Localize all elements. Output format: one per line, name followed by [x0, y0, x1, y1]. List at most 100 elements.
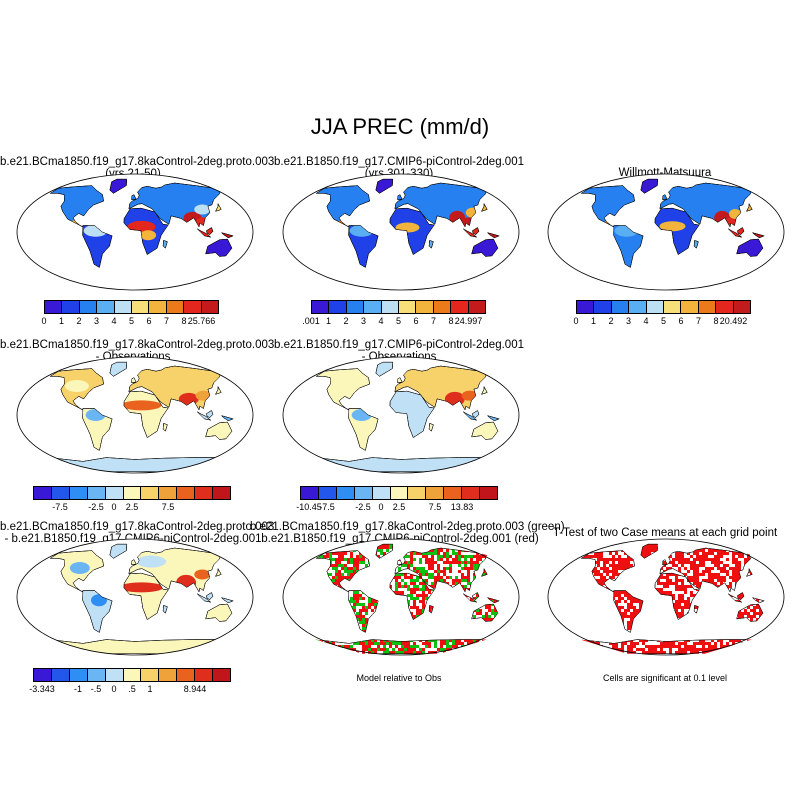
- grid-cell: [290, 540, 293, 543]
- grid-cell: [609, 654, 612, 657]
- grid-cell: [290, 630, 293, 633]
- colorbar-swatch: [390, 487, 409, 499]
- grid-cell: [732, 642, 735, 645]
- grid-cell: [627, 648, 630, 651]
- grid-cell: [717, 561, 720, 564]
- grid-cell: [591, 645, 594, 648]
- grid-cell: [296, 558, 299, 561]
- grid-cell: [464, 555, 467, 558]
- grid-cell: [582, 546, 585, 549]
- grid-cell: [741, 642, 744, 645]
- grid-cell: [570, 555, 573, 558]
- grid-cell: [413, 651, 416, 654]
- grid-cell: [669, 645, 672, 648]
- grid-cell: [512, 564, 515, 567]
- grid-cell: [567, 645, 570, 648]
- grid-cell: [678, 555, 681, 558]
- grid-cell: [458, 537, 461, 540]
- coastline: [394, 547, 488, 593]
- grid-cell: [720, 537, 723, 540]
- grid-cell: [606, 573, 609, 576]
- grid-cell: [558, 633, 561, 636]
- coastline: [348, 408, 379, 451]
- grid-cell: [485, 537, 488, 540]
- grid-cell: [612, 558, 615, 561]
- grid-cell: [287, 546, 290, 549]
- grid-cell: [564, 654, 567, 657]
- grid-cell: [413, 645, 416, 648]
- grid-cell: [558, 648, 561, 651]
- grid-cell: [287, 558, 290, 561]
- grid-cell: [552, 540, 555, 543]
- grid-cell: [651, 546, 654, 549]
- grid-cell: [696, 537, 699, 540]
- grid-cell: [570, 648, 573, 651]
- grid-cell: [570, 639, 573, 642]
- grid-cell: [738, 573, 741, 576]
- grid-cell: [359, 594, 362, 597]
- grid-cell: [515, 537, 518, 540]
- coastline: [206, 410, 214, 418]
- grid-cell: [515, 546, 518, 549]
- grid-cell: [353, 561, 356, 564]
- grid-cell: [329, 645, 332, 648]
- grid-cell: [476, 546, 479, 549]
- grid-cell: [461, 642, 464, 645]
- grid-cell: [356, 564, 359, 567]
- grid-cell: [461, 585, 464, 588]
- grid-cell: [503, 633, 506, 636]
- grid-cell: [284, 558, 287, 561]
- grid-cell: [518, 642, 521, 645]
- grid-cell: [338, 570, 341, 573]
- coastline: [128, 182, 222, 228]
- grid-cell: [723, 567, 726, 570]
- grid-cell: [284, 543, 287, 546]
- grid-cell: [281, 537, 284, 540]
- grid-cell: [509, 627, 512, 630]
- grid-cell: [290, 654, 293, 657]
- coastline: [206, 592, 214, 600]
- grid-cell: [470, 597, 473, 600]
- grid-cell: [317, 648, 320, 651]
- grid-cell: [630, 564, 633, 567]
- grid-cell: [308, 537, 311, 540]
- grid-cell: [422, 597, 425, 600]
- grid-cell: [449, 645, 452, 648]
- colorbar-swatch: [195, 487, 214, 499]
- grid-cell: [296, 645, 299, 648]
- grid-cell: [308, 543, 311, 546]
- grid-cell: [500, 648, 503, 651]
- grid-cell: [491, 603, 494, 606]
- grid-cell: [702, 570, 705, 573]
- grid-cell: [296, 648, 299, 651]
- grid-cell: [723, 648, 726, 651]
- grid-cell: [669, 642, 672, 645]
- grid-cell: [473, 615, 476, 618]
- colorbar-swatch: [79, 301, 98, 313]
- grid-cell: [561, 654, 564, 657]
- grid-cell: [515, 579, 518, 582]
- grid-cell: [744, 537, 747, 540]
- grid-cell: [482, 639, 485, 642]
- grid-cell: [675, 651, 678, 654]
- grid-cell: [413, 585, 416, 588]
- grid-cell: [419, 582, 422, 585]
- grid-cell: [470, 654, 473, 657]
- grid-cell: [518, 570, 521, 573]
- grid-cell: [281, 645, 284, 648]
- coastline: [463, 228, 477, 238]
- grid-cell: [290, 555, 293, 558]
- grid-cell: [687, 603, 690, 606]
- grid-cell: [431, 564, 434, 567]
- grid-cell: [518, 546, 521, 549]
- grid-cell: [407, 648, 410, 651]
- grid-cell: [645, 555, 648, 558]
- grid-cell: [506, 633, 509, 636]
- grid-cell: [696, 582, 699, 585]
- grid-cell: [470, 558, 473, 561]
- grid-cell: [377, 549, 380, 552]
- grid-cell: [512, 561, 515, 564]
- grid-cell: [458, 558, 461, 561]
- coastline: [480, 568, 488, 577]
- grid-cell: [747, 546, 750, 549]
